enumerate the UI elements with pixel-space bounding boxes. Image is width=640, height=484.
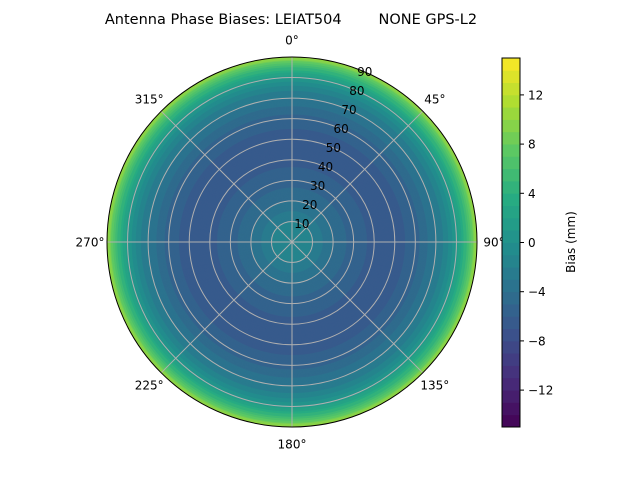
colorbar-level	[502, 340, 520, 354]
radial-tick-label: 50	[326, 141, 341, 155]
radial-tick-label: 40	[318, 160, 333, 174]
radial-tick-label: 20	[302, 198, 317, 212]
radial-tick-label: 80	[349, 84, 364, 98]
angular-tick-label: 315°	[135, 93, 164, 107]
radial-tick-labels: 10 20 30 40 50 60 70 80 90	[294, 65, 372, 231]
colorbar-tick-label: −8	[528, 334, 546, 348]
angular-gridline	[160, 110, 293, 243]
radial-tick-label: 60	[334, 122, 349, 136]
colorbar-level	[502, 291, 520, 305]
colorbar-level	[502, 328, 520, 342]
colorbar-label: Bias (mm)	[564, 211, 578, 273]
colorbar-level	[502, 119, 520, 133]
radial-tick-label: 90	[357, 65, 372, 79]
colorbar-level	[502, 205, 520, 219]
colorbar-level	[502, 107, 520, 120]
polar-frame	[106, 56, 478, 428]
colorbar-tick-label: 0	[528, 236, 536, 250]
colorbar-level	[502, 279, 520, 293]
chart-title: Antenna Phase Biases: LEIAT504 NONE GPS-…	[105, 12, 477, 28]
radial-tick-label: 10	[294, 217, 309, 231]
colorbar-tick-label: 4	[528, 187, 536, 201]
angular-tick-label: 225°	[135, 378, 164, 392]
colorbar-level	[502, 70, 520, 83]
colorbar-tick-label: 8	[528, 138, 536, 152]
colorbar-level	[502, 402, 520, 416]
angular-tick-label: 180°	[278, 438, 307, 452]
colorbar-level	[502, 168, 520, 182]
colorbar: −12 −8 −4 0 4 8 12	[501, 57, 553, 428]
angular-gridline	[291, 241, 424, 374]
angular-tick-label: 135°	[420, 378, 449, 392]
radial-tick-label: 70	[341, 103, 356, 117]
colorbar-level	[502, 377, 520, 391]
angular-tick-label: 0°	[285, 34, 299, 48]
colorbar-level	[502, 316, 520, 329]
angular-tick-label: 270°	[76, 236, 105, 250]
colorbar-tick-label: −12	[528, 384, 553, 398]
colorbar-level	[502, 217, 520, 231]
colorbar-level	[502, 230, 520, 243]
angular-tick-label: 45°	[424, 93, 445, 107]
colorbar-level	[502, 353, 520, 366]
colorbar-level	[502, 144, 520, 157]
colorbar-level	[502, 304, 520, 317]
colorbar-level	[502, 94, 520, 108]
colorbar-level	[502, 156, 520, 170]
colorbar-level	[502, 82, 520, 96]
colorbar-level	[502, 181, 520, 194]
colorbar-tick-label: −4	[528, 285, 546, 299]
colorbar-level	[502, 390, 520, 403]
colorbar-tick-label: 12	[528, 88, 543, 102]
angular-gridline	[160, 241, 293, 374]
colorbar-level	[502, 58, 520, 71]
colorbar-level	[502, 414, 520, 428]
colorbar-level	[502, 267, 520, 280]
angular-tick-labels: 0° 45° 90° 135° 180° 225° 270° 315°	[76, 34, 505, 452]
colorbar-level	[502, 131, 520, 145]
angular-gridline	[291, 110, 424, 243]
polar-grid	[106, 56, 478, 428]
radial-tick-label: 30	[310, 179, 325, 193]
angular-tick-label: 90°	[483, 236, 504, 250]
colorbar-level	[502, 254, 520, 268]
colorbar-level	[502, 365, 520, 379]
colorbar-level	[502, 242, 520, 256]
colorbar-level	[502, 193, 520, 206]
